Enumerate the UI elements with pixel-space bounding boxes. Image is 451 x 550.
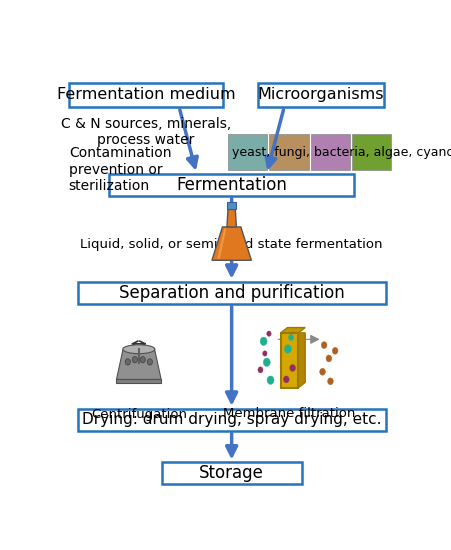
FancyBboxPatch shape	[258, 82, 383, 107]
Bar	[228, 134, 267, 170]
Circle shape	[262, 351, 267, 356]
Polygon shape	[226, 210, 236, 227]
Circle shape	[125, 359, 130, 365]
Polygon shape	[298, 333, 304, 388]
Ellipse shape	[123, 345, 155, 354]
Circle shape	[289, 365, 295, 371]
Text: Storage: Storage	[199, 464, 263, 482]
Circle shape	[325, 355, 331, 362]
Circle shape	[327, 378, 332, 385]
Text: C & N sources, minerals,
process water: C & N sources, minerals, process water	[60, 117, 230, 147]
Circle shape	[147, 359, 152, 365]
Text: Liquid, solid, or semi-solid state fermentation: Liquid, solid, or semi-solid state ferme…	[80, 238, 382, 250]
Text: Separation and purification: Separation and purification	[119, 284, 344, 301]
Polygon shape	[217, 228, 226, 258]
Text: Fermentation medium: Fermentation medium	[56, 87, 235, 102]
Circle shape	[260, 337, 267, 345]
Circle shape	[266, 331, 271, 336]
Bar	[310, 134, 349, 170]
Circle shape	[321, 342, 326, 349]
Circle shape	[283, 376, 289, 383]
Text: Centrifugation: Centrifugation	[91, 408, 186, 421]
Bar	[138, 348, 139, 364]
FancyBboxPatch shape	[78, 282, 385, 304]
Circle shape	[284, 345, 291, 353]
Circle shape	[132, 356, 137, 363]
FancyBboxPatch shape	[109, 174, 354, 196]
FancyBboxPatch shape	[69, 82, 222, 107]
Text: Membrane filtration: Membrane filtration	[223, 407, 355, 420]
Circle shape	[258, 367, 262, 373]
Circle shape	[288, 334, 293, 340]
Text: Drying: drum drying, spray drying, etc.: Drying: drum drying, spray drying, etc.	[82, 412, 381, 427]
Circle shape	[262, 358, 270, 366]
Bar	[227, 202, 235, 210]
Text: yeast, fungi, bacteria, algae, cyanobacteria: yeast, fungi, bacteria, algae, cyanobact…	[231, 146, 451, 160]
Bar	[116, 379, 161, 383]
Text: Microorganisms: Microorganisms	[257, 87, 383, 102]
Circle shape	[267, 376, 273, 384]
FancyBboxPatch shape	[161, 463, 301, 485]
Circle shape	[319, 368, 325, 375]
Polygon shape	[212, 227, 251, 260]
Polygon shape	[116, 349, 161, 379]
Bar	[351, 134, 391, 170]
Text: Fermentation: Fermentation	[176, 175, 286, 194]
Circle shape	[331, 348, 337, 354]
Text: Contamination
prevention or
sterilization: Contamination prevention or sterilizatio…	[69, 146, 171, 193]
Polygon shape	[280, 328, 304, 333]
Bar	[280, 333, 298, 388]
Circle shape	[140, 356, 145, 363]
Bar	[269, 134, 308, 170]
FancyBboxPatch shape	[78, 409, 385, 431]
